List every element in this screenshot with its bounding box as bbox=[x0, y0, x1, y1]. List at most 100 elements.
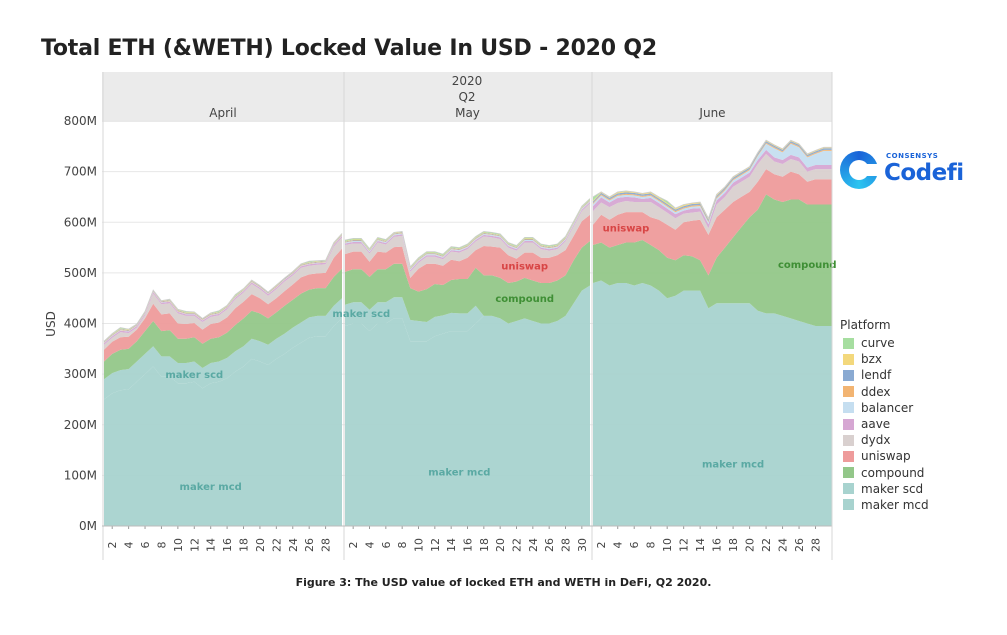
legend-title: Platform bbox=[840, 318, 891, 332]
x-tick-label: 10 bbox=[172, 538, 185, 552]
x-tick-label: 28 bbox=[810, 538, 823, 552]
legend-swatch bbox=[843, 386, 854, 398]
legend-label: bzx bbox=[861, 352, 883, 367]
legend-swatch bbox=[843, 499, 854, 511]
x-tick-label: 2 bbox=[595, 542, 608, 549]
x-tick-label: 26 bbox=[793, 538, 806, 552]
y-tick-label: 500M bbox=[64, 266, 97, 280]
x-tick-label: 4 bbox=[123, 542, 136, 549]
legend-label: uniswap bbox=[861, 449, 911, 464]
legend-item[interactable]: maker mcd bbox=[840, 497, 929, 513]
x-tick-label: 14 bbox=[445, 538, 458, 552]
y-tick-label: 200M bbox=[64, 418, 97, 432]
annotation-maker-mcd-april: maker mcd bbox=[180, 482, 242, 493]
legend-item[interactable]: dydx bbox=[840, 432, 929, 448]
annotation-maker-mcd-may: maker mcd bbox=[428, 467, 490, 478]
area-compound-june bbox=[593, 194, 832, 326]
legend-label: maker mcd bbox=[861, 497, 929, 512]
area-compound-april bbox=[104, 268, 342, 380]
x-tick-label: 16 bbox=[462, 538, 475, 552]
legend-swatch bbox=[843, 369, 854, 381]
x-tick-label: 10 bbox=[413, 538, 426, 552]
legend-swatch bbox=[843, 337, 854, 349]
annotation-maker-mcd-june: maker mcd bbox=[702, 460, 764, 471]
legend-label: balancer bbox=[861, 400, 914, 415]
x-tick-label: 24 bbox=[287, 538, 300, 552]
y-axis-label: USD bbox=[44, 311, 58, 337]
legend-label: ddex bbox=[861, 384, 891, 399]
facet-header-bg bbox=[102, 72, 832, 122]
x-tick-label: 20 bbox=[494, 538, 507, 552]
y-tick-label: 400M bbox=[64, 317, 97, 331]
x-tick-label: 28 bbox=[560, 538, 573, 552]
x-tick-label: 4 bbox=[612, 542, 625, 549]
facet-label-may: May bbox=[455, 106, 480, 120]
annotation-compound-may: compound bbox=[495, 294, 554, 305]
facet-header-year: 2020 bbox=[452, 74, 483, 88]
legend-swatch bbox=[843, 450, 854, 462]
annotation-uniswap-may: uniswap bbox=[501, 261, 548, 272]
x-tick-label: 4 bbox=[364, 542, 377, 549]
area-compound-may bbox=[345, 241, 590, 324]
legend-label: compound bbox=[861, 465, 925, 480]
chart-legend: Platform curve bzx lendf ddex balancer aave dy… bbox=[840, 318, 929, 513]
y-tick-label: 800M bbox=[64, 114, 97, 128]
x-tick-label: 28 bbox=[320, 538, 333, 552]
x-tick-label: 8 bbox=[396, 542, 409, 549]
legend-label: maker scd bbox=[861, 481, 924, 496]
legend-item[interactable]: balancer bbox=[840, 400, 929, 416]
x-tick-label: 2 bbox=[106, 542, 119, 549]
area-top-outline-may bbox=[344, 198, 591, 268]
x-tick-label: 6 bbox=[380, 542, 393, 549]
y-tick-label: 700M bbox=[64, 165, 97, 179]
legend-swatch bbox=[843, 418, 854, 430]
x-tick-label: 22 bbox=[511, 538, 524, 552]
legend-swatch bbox=[843, 353, 854, 365]
x-tick-label: 22 bbox=[270, 538, 283, 552]
x-tick-label: 30 bbox=[576, 538, 589, 552]
codefi-logo: CONSENSYS Codefi bbox=[840, 149, 980, 193]
annotation-maker-scd-april: maker scd bbox=[165, 370, 223, 381]
annotation-compound-june: compound bbox=[778, 260, 837, 271]
codefi-ring-icon bbox=[840, 151, 880, 189]
legend-swatch bbox=[843, 483, 854, 495]
x-tick-label: 20 bbox=[744, 538, 757, 552]
x-tick-label: 18 bbox=[238, 538, 251, 552]
legend-label: curve bbox=[861, 336, 895, 351]
x-tick-label: 26 bbox=[303, 538, 316, 552]
legend-item[interactable]: lendf bbox=[840, 367, 929, 383]
x-tick-label: 16 bbox=[221, 538, 234, 552]
x-tick-label: 22 bbox=[760, 538, 773, 552]
x-tick-label: 12 bbox=[678, 538, 691, 552]
x-tick-label: 18 bbox=[478, 538, 491, 552]
legend-item[interactable]: aave bbox=[840, 416, 929, 432]
legend-label: dydx bbox=[861, 433, 891, 448]
x-tick-label: 24 bbox=[527, 538, 540, 552]
area-maker-scd-may bbox=[345, 285, 590, 342]
legend-item[interactable]: maker scd bbox=[840, 481, 929, 497]
x-tick-label: 26 bbox=[543, 538, 556, 552]
x-tick-label: 14 bbox=[694, 538, 707, 552]
logo-brand-small: CONSENSYS bbox=[886, 152, 939, 160]
y-tick-label: 300M bbox=[64, 367, 97, 381]
legend-swatch bbox=[843, 467, 854, 479]
legend-item[interactable]: ddex bbox=[840, 384, 929, 400]
x-tick-label: 8 bbox=[155, 542, 168, 549]
legend-item[interactable]: compound bbox=[840, 465, 929, 481]
facet-header-quarter: Q2 bbox=[458, 90, 475, 104]
facet-label-april: April bbox=[209, 106, 236, 120]
area-maker-mcd-april bbox=[104, 318, 342, 526]
figure-caption: Figure 3: The USD value of locked ETH an… bbox=[295, 576, 712, 589]
legend-item[interactable]: uniswap bbox=[840, 448, 929, 464]
legend-swatch bbox=[843, 434, 854, 446]
legend-item[interactable]: curve bbox=[840, 335, 929, 351]
x-tick-label: 12 bbox=[429, 538, 442, 552]
area-uniswap-june bbox=[593, 169, 832, 276]
x-tick-label: 10 bbox=[661, 538, 674, 552]
x-tick-label: 24 bbox=[777, 538, 790, 552]
y-tick-label: 600M bbox=[64, 215, 97, 229]
legend-item[interactable]: bzx bbox=[840, 351, 929, 367]
area-dydx-may bbox=[345, 203, 590, 278]
x-tick-label: 14 bbox=[205, 538, 218, 552]
x-tick-label: 12 bbox=[188, 538, 201, 552]
